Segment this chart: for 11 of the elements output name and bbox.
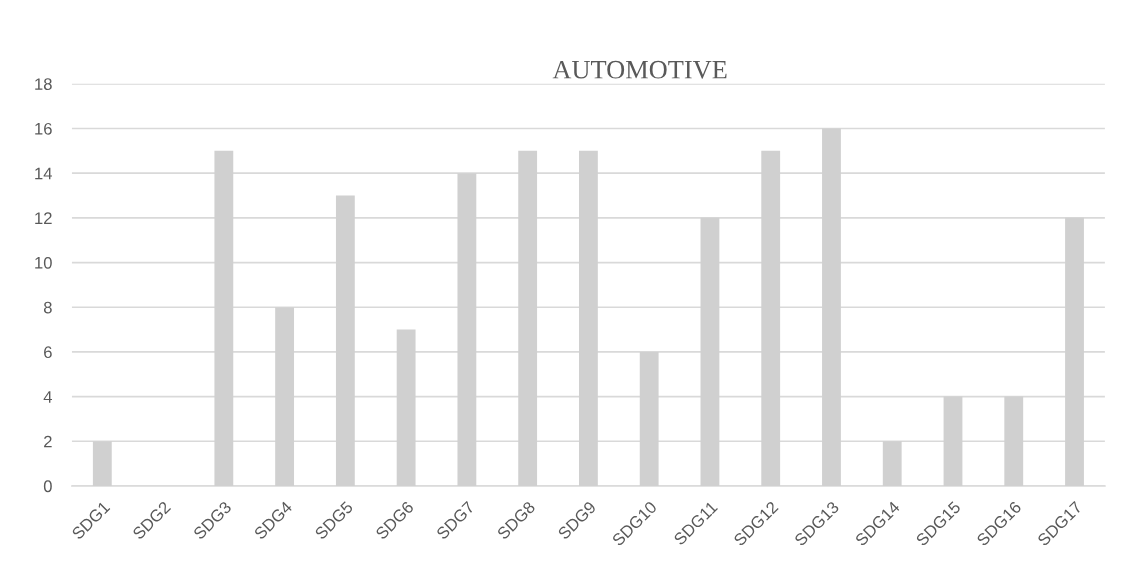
chart-title: AUTOMOTIVE (552, 60, 727, 79)
y-tick-label: 4 (43, 391, 52, 403)
y-tick-label: 16 (35, 122, 52, 135)
y-tick-label: 18 (35, 78, 52, 91)
y-tick-label: 8 (43, 301, 52, 314)
y-tick-label: 14 (35, 167, 53, 180)
y-tick-label: 6 (44, 346, 52, 359)
y-tick-label: 0 (43, 480, 52, 493)
y-tick-label: 12 (35, 212, 52, 224)
y-tick-label: 2 (44, 435, 52, 448)
y-tick-label: 10 (35, 256, 52, 269)
